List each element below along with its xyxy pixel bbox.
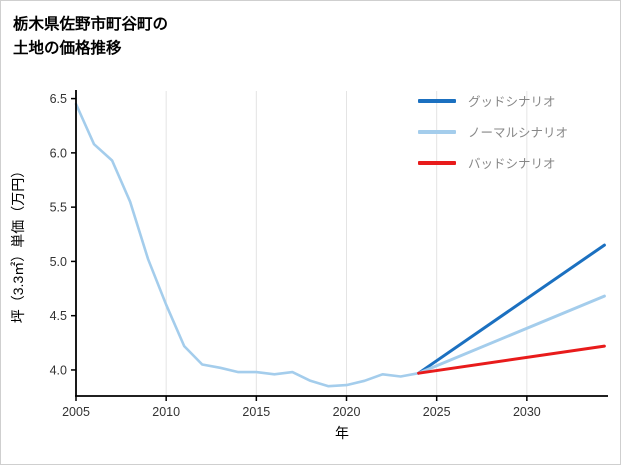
x-tick-label: 2025 bbox=[423, 405, 451, 419]
x-tick-label: 2020 bbox=[333, 405, 361, 419]
y-tick-label: 4.0 bbox=[50, 363, 67, 377]
series-line-bad-scenario bbox=[417, 344, 606, 375]
legend-swatch-good bbox=[417, 98, 456, 103]
legend-label-normal: ノーマルシナリオ bbox=[467, 126, 568, 140]
y-tick-label: 6.5 bbox=[50, 92, 67, 106]
x-axis-title: 年 bbox=[335, 425, 349, 441]
chart-legend: グッドシナリオ ノーマルシナリオ バッドシナリオ bbox=[417, 91, 568, 172]
y-axis-title: 坪（3.3㎡）単価（万円） bbox=[10, 164, 26, 323]
series-line-normal-scenario bbox=[417, 294, 606, 375]
series-line-good-scenario bbox=[417, 243, 606, 375]
legend-swatch-bad bbox=[417, 160, 456, 165]
x-tick-label: 2015 bbox=[242, 405, 270, 419]
x-tick-label: 2010 bbox=[152, 405, 180, 419]
x-tick-label: 2030 bbox=[513, 405, 541, 419]
legend-item-bad: バッドシナリオ bbox=[417, 153, 568, 172]
y-tick-label: 4.5 bbox=[50, 309, 67, 323]
y-tick-label: 5.0 bbox=[50, 255, 67, 269]
legend-swatch-normal bbox=[417, 129, 456, 134]
legend-item-normal: ノーマルシナリオ bbox=[417, 122, 568, 141]
legend-label-good: グッドシナリオ bbox=[467, 95, 556, 109]
chart-title-line1: 栃木県佐野市町谷町の bbox=[13, 16, 169, 33]
chart-title-line2: 土地の価格推移 bbox=[13, 40, 122, 58]
legend-label-bad: バッドシナリオ bbox=[467, 157, 556, 171]
series-line-history bbox=[74, 102, 420, 388]
legend-item-good: グッドシナリオ bbox=[417, 91, 568, 110]
y-tick-label: 6.0 bbox=[50, 146, 67, 160]
y-tick-label: 5.5 bbox=[50, 201, 67, 215]
chart-title: 栃木県佐野市町谷町の 土地の価格推移 bbox=[13, 13, 168, 61]
x-tick-label: 2005 bbox=[62, 405, 90, 419]
